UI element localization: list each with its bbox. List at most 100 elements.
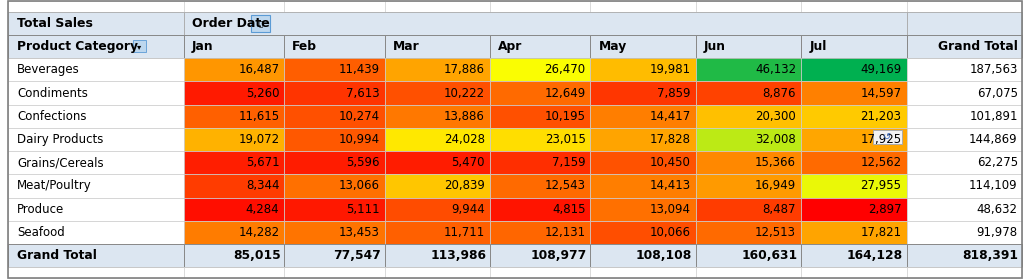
Text: 160,631: 160,631: [741, 249, 798, 262]
Text: May: May: [599, 40, 627, 53]
Bar: [695, 198, 801, 221]
Text: 164,128: 164,128: [847, 249, 903, 262]
Bar: [591, 128, 695, 151]
Bar: [285, 128, 385, 151]
Text: 5,111: 5,111: [346, 203, 380, 216]
Text: Jul: Jul: [810, 40, 827, 53]
Text: 13,066: 13,066: [339, 179, 380, 193]
Text: 10,195: 10,195: [545, 110, 586, 123]
Bar: [489, 174, 591, 198]
Bar: [285, 105, 385, 128]
Bar: [184, 221, 285, 244]
Text: 10,994: 10,994: [339, 133, 380, 146]
Bar: [385, 267, 489, 278]
Text: 14,597: 14,597: [860, 86, 901, 100]
Text: 12,649: 12,649: [545, 86, 586, 100]
Bar: [801, 35, 906, 58]
Bar: [591, 35, 695, 58]
Bar: [591, 198, 695, 221]
Bar: [184, 105, 285, 128]
Bar: [8, 105, 184, 128]
Bar: [385, 244, 489, 267]
Text: 32,008: 32,008: [756, 133, 796, 146]
Bar: [906, 12, 1022, 35]
Text: 11,711: 11,711: [443, 226, 485, 239]
Bar: [489, 58, 591, 81]
Text: 818,391: 818,391: [962, 249, 1018, 262]
Text: Product Category: Product Category: [17, 40, 138, 53]
Bar: [285, 151, 385, 174]
Text: 67,075: 67,075: [977, 86, 1018, 100]
Text: 12,543: 12,543: [545, 179, 586, 193]
Text: Grand Total: Grand Total: [938, 40, 1018, 53]
Text: 23,015: 23,015: [545, 133, 586, 146]
Bar: [591, 105, 695, 128]
Bar: [184, 35, 285, 58]
Text: 16,949: 16,949: [755, 179, 796, 193]
Bar: [591, 267, 695, 278]
Text: 12,131: 12,131: [545, 226, 586, 239]
Bar: [906, 244, 1022, 267]
Bar: [385, 81, 489, 105]
Bar: [906, 128, 1022, 151]
Text: 187,563: 187,563: [970, 63, 1018, 76]
Text: 62,275: 62,275: [977, 156, 1018, 169]
Text: Beverages: Beverages: [17, 63, 80, 76]
Bar: [285, 198, 385, 221]
Bar: [8, 35, 184, 58]
Bar: [591, 244, 695, 267]
Bar: [695, 58, 801, 81]
Bar: [801, 198, 906, 221]
Bar: [285, 221, 385, 244]
Bar: [8, 174, 184, 198]
Text: 85,015: 85,015: [232, 249, 281, 262]
Text: 2,897: 2,897: [868, 203, 901, 216]
Text: 49,169: 49,169: [860, 63, 901, 76]
Bar: [285, 1, 385, 12]
Bar: [385, 35, 489, 58]
Text: 10,066: 10,066: [649, 226, 690, 239]
Text: Total Sales: Total Sales: [17, 17, 93, 30]
Bar: [285, 174, 385, 198]
Bar: [489, 128, 591, 151]
Bar: [8, 244, 184, 267]
Bar: [489, 105, 591, 128]
Text: ▾: ▾: [137, 42, 141, 51]
Bar: [695, 81, 801, 105]
Bar: [8, 58, 184, 81]
Bar: [285, 267, 385, 278]
Text: 13,453: 13,453: [339, 226, 380, 239]
Bar: [184, 151, 285, 174]
Bar: [695, 267, 801, 278]
Bar: [385, 174, 489, 198]
Bar: [906, 267, 1022, 278]
Text: 4,284: 4,284: [246, 203, 280, 216]
Bar: [385, 105, 489, 128]
Bar: [906, 81, 1022, 105]
Bar: [184, 198, 285, 221]
Bar: [285, 244, 385, 267]
Bar: [385, 1, 489, 12]
Bar: [184, 244, 285, 267]
Bar: [8, 12, 184, 35]
Bar: [695, 35, 801, 58]
Text: 17,828: 17,828: [649, 133, 690, 146]
Bar: [695, 244, 801, 267]
Bar: [906, 35, 1022, 58]
Bar: [695, 221, 801, 244]
Bar: [489, 1, 591, 12]
Bar: [385, 151, 489, 174]
Bar: [285, 35, 385, 58]
Bar: [801, 1, 906, 12]
Bar: [184, 174, 285, 198]
Bar: [801, 128, 906, 151]
Bar: [906, 58, 1022, 81]
Text: Grains/Cereals: Grains/Cereals: [17, 156, 103, 169]
Bar: [906, 1, 1022, 12]
Text: 8,876: 8,876: [763, 86, 796, 100]
Text: 14,417: 14,417: [649, 110, 690, 123]
Bar: [489, 267, 591, 278]
Text: Produce: Produce: [17, 203, 65, 216]
Text: Seafood: Seafood: [17, 226, 65, 239]
Bar: [695, 1, 801, 12]
